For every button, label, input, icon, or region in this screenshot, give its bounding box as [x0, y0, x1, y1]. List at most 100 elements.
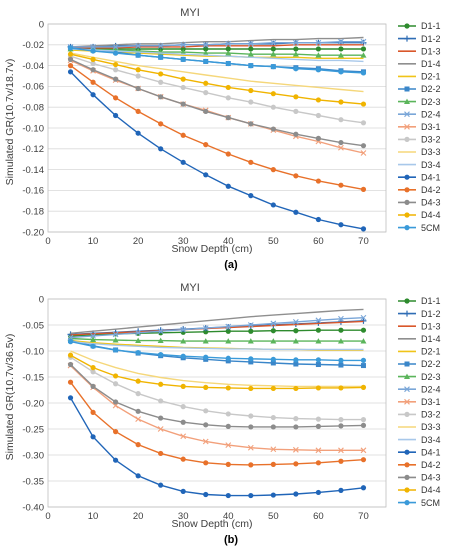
chart-a-series-d4-2-point [158, 121, 164, 127]
chart-a-legend-d1-4-label: D1-4 [421, 59, 441, 69]
chart-b-series-d3-2-point [270, 414, 276, 421]
chart-b-series-d4-2-point [293, 461, 299, 467]
chart-a-y-tick-label: -0.04 [22, 61, 44, 72]
chart-a-series-d4-3-point [225, 115, 231, 121]
chart-a-series-d3-1-point [338, 144, 344, 151]
chart-b-legend-d3-2-marker [404, 411, 410, 417]
chart-b-legend-d2-4: D2-4 [398, 384, 441, 394]
chart-b-series-d2-4-point [247, 322, 254, 328]
chart-a-series-d4-4-point [338, 99, 344, 105]
chart-b-series-d4-4-point [338, 385, 344, 391]
chart-b-legend-d2-3-label: D2-3 [421, 372, 441, 382]
chart-a-x-tick-label: 30 [178, 236, 189, 247]
chart-b-series-d2-4 [67, 314, 367, 341]
chart-a-series-5cm [67, 45, 367, 76]
chart-a-legend-d3-1-label: D3-1 [421, 122, 441, 132]
chart-a-series-d2-3-point [292, 51, 299, 57]
chart-a-legend-d1-2-label: D1-2 [421, 34, 441, 44]
chart-b-series-d2-2 [68, 338, 366, 369]
chart-b-series-d3-3 [70, 350, 364, 388]
chart-a-series-d2-4-point [338, 38, 344, 45]
chart-b-series-d2-4-point [225, 323, 232, 330]
chart-a-x-axis-title: Snow Depth (cm) [171, 243, 252, 255]
chart-a-series-d4-1-point [360, 226, 367, 232]
chart-b-legend-d4-4: D4-4 [398, 485, 441, 495]
chart-b-series-d2-4-point [180, 326, 187, 333]
chart-b-series-d4-2-point [360, 457, 367, 463]
chart-b-series-d3-1-point [315, 447, 322, 454]
chart-b-series-d3-1-point [360, 447, 367, 454]
chart-b-series-5cm-point [270, 356, 276, 362]
chart-a-legend-5cm-label: 5CM [421, 223, 440, 233]
chart-b-series-d2-3-point [292, 338, 299, 344]
chart-a-series-d4-2-point [113, 95, 119, 101]
chart-b-series-d2-3-point [360, 338, 367, 344]
chart-a-x-tick-label: 40 [223, 236, 234, 247]
chart-b-series-d4-2-point [180, 456, 186, 462]
chart-b-series-d4-3-point [135, 408, 141, 414]
chart-a-x-tick-label: 70 [358, 236, 369, 247]
chart-a-series-d4-2-point [248, 159, 254, 165]
chart-a-series-d4-1-point [67, 69, 74, 75]
chart-b-series-d3-2-point [293, 416, 299, 422]
chart-b-series-d2-4-point [67, 334, 74, 341]
chart-b-y-axis-title: Simulated GR(10.7v/36.5v) [4, 334, 16, 461]
chart-a-legend-5cm: 5CM [398, 223, 440, 233]
chart-b-series-d2-3-point [270, 338, 277, 344]
chart-b-series-d4-1-point [315, 489, 321, 496]
chart-a-series-d4-1-point [113, 112, 119, 119]
chart-a-series-d4-2-point [203, 142, 209, 148]
chart-b-series-d3-1-point [180, 433, 187, 440]
chart-b-y-tick-label: -0.30 [22, 450, 44, 461]
chart-b-series-5cm-point [293, 357, 299, 363]
chart-b-series-d4-1-point [113, 457, 119, 463]
chart-b-series-5cm-point [158, 352, 164, 358]
chart-a-series-d2-4-point [270, 39, 277, 46]
chart-b-series-d3-2-line [70, 356, 364, 421]
chart-a-legend-d4-3: D4-3 [398, 198, 441, 208]
chart-a-series-d4-4-line [70, 53, 364, 105]
chart-a-series-d4-4-point [158, 71, 164, 77]
chart-a-legend-d3-3: D3-3 [398, 147, 441, 157]
chart-b-legend-d2-2-label: D2-2 [421, 359, 441, 369]
chart-b-series-d4-3-point [338, 423, 344, 429]
chart-b-series-5cm-point [225, 355, 231, 361]
chart-a-series-d4-4-point [113, 61, 119, 68]
chart-b-series-d1-1-point [360, 327, 367, 333]
chart-a-series-d1-1-point [360, 46, 367, 52]
chart-b-series-d2-3-point [90, 336, 97, 342]
chart-b-series-d2-4-point [157, 328, 164, 335]
chart-b-series-d2-3 [67, 335, 367, 344]
chart-a-series-d2-4 [67, 38, 367, 50]
chart-b-series-5cm-point [67, 339, 74, 345]
chart-a-series-d4-2-point [270, 167, 276, 173]
chart-a-series-5cm-point [67, 45, 74, 51]
chart-b-x-axis-title: Snow Depth (cm) [171, 518, 252, 530]
chart-b-legend-d1-2-marker [404, 310, 410, 317]
chart-a-series-d3-2-point [360, 120, 367, 126]
chart-b-series-d4-3 [67, 361, 367, 430]
chart-b-series-d4-2-point [67, 379, 74, 385]
chart-a-series-d4-1 [67, 69, 367, 232]
chart-b-series-d4-4-point [270, 385, 276, 392]
chart-a-legend-d2-2: D2-2 [398, 84, 441, 94]
chart-a-legend-d3-1-marker [404, 123, 410, 130]
chart-a-series-d4-3-line [70, 58, 364, 147]
chart-a-series-5cm-point [315, 67, 321, 73]
chart-b-series-5cm-point [203, 354, 209, 360]
chart-a-series-d4-3-point [203, 108, 209, 114]
chart-a-series-d4-4-point [248, 87, 254, 94]
chart-a-legend-d2-4-label: D2-4 [421, 109, 441, 119]
chart-b-x-tick-label: 20 [133, 511, 144, 522]
chart-a-series-d2-4-line [70, 41, 364, 48]
chart-a-series-d4-4-point [135, 67, 141, 73]
chart-b-series-d4-2-point [248, 462, 254, 468]
chart-b-series-d4-3-point [180, 419, 186, 425]
chart-a-y-tick-label: -0.08 [22, 103, 44, 114]
chart-b-legend-d4-2: D4-2 [398, 460, 441, 470]
chart-a-legend-d4-4-marker [404, 212, 410, 218]
chart-b-x-tick-label: 40 [223, 511, 234, 522]
chart-b-series-d2-4-point [315, 317, 322, 324]
chart-a-series-d4-3-point [338, 139, 344, 146]
chart-b-series-d3-2-point [203, 408, 209, 414]
